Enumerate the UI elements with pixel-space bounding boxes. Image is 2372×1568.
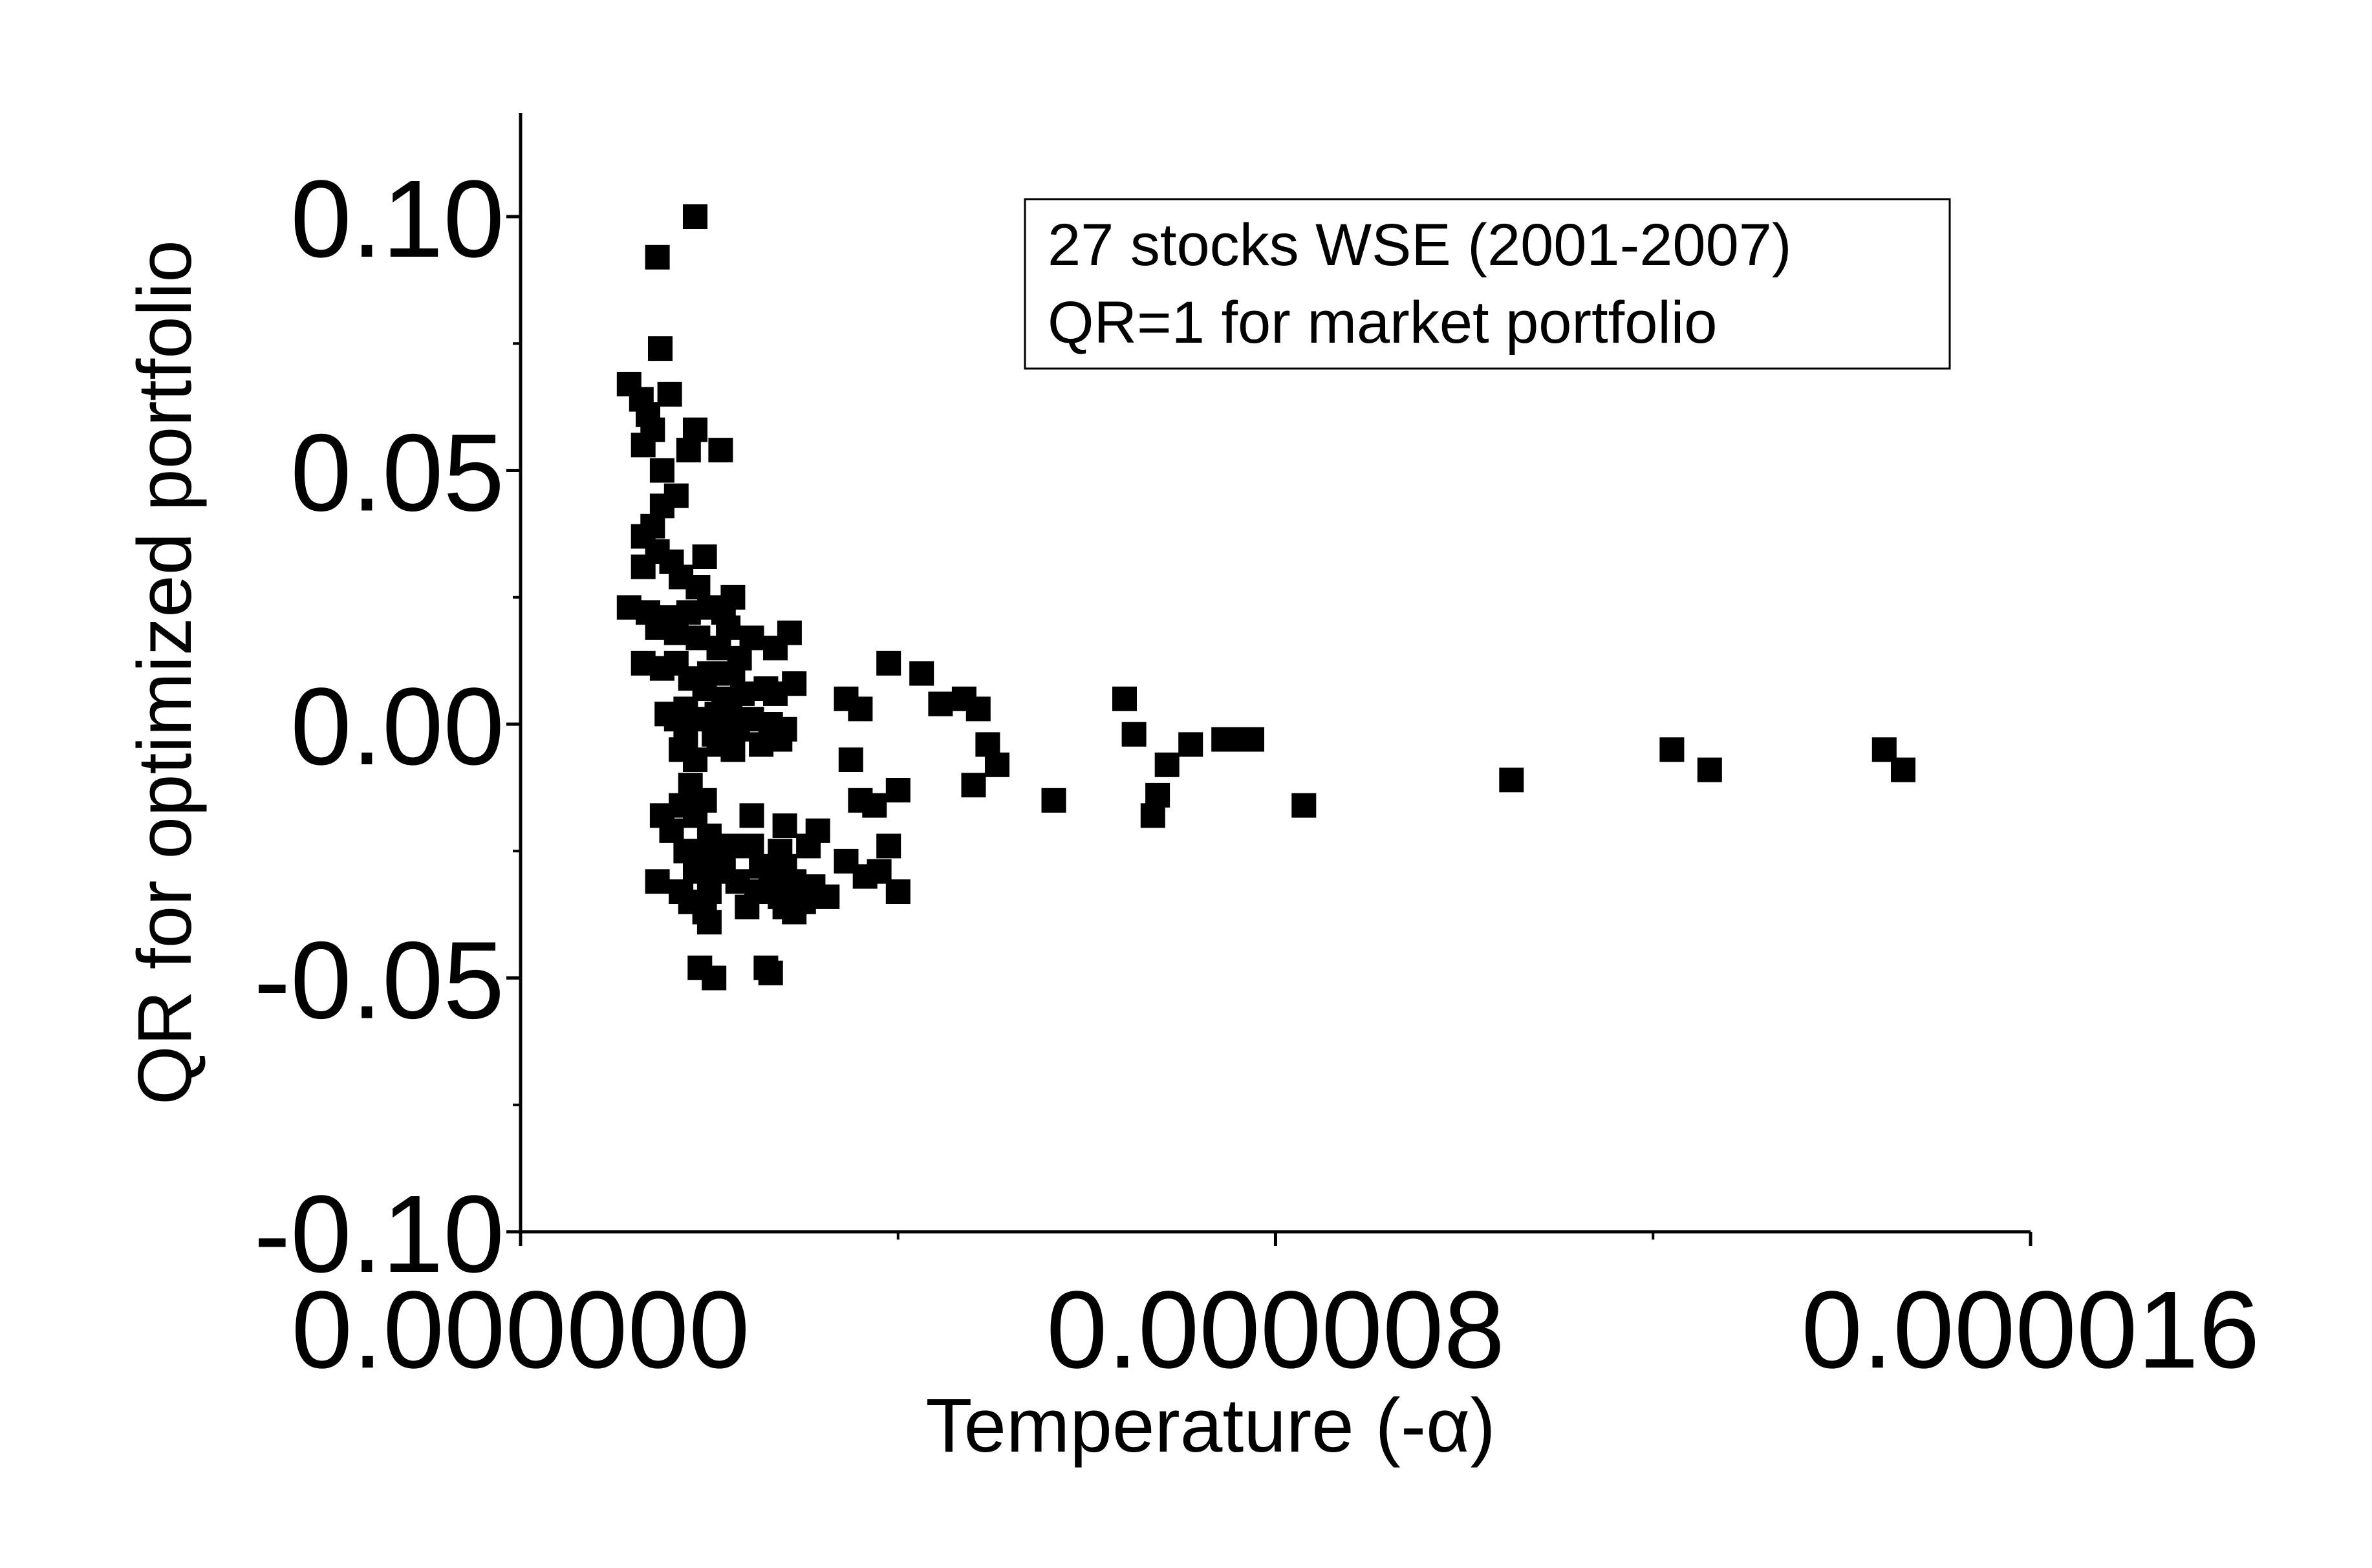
data-point: [768, 727, 793, 752]
data-point: [1291, 793, 1317, 818]
data-point: [702, 965, 727, 991]
data-point: [685, 625, 711, 650]
data-point: [815, 884, 840, 909]
data-point: [796, 833, 821, 859]
y-tick-label: -0.05: [254, 919, 504, 1042]
major-ticks: [506, 215, 2032, 1246]
data-point: [649, 458, 674, 483]
data-point: [838, 747, 863, 772]
data-point: [965, 696, 991, 722]
data-point: [631, 554, 656, 579]
legend-box: 27 stocks WSE (2001-2007) QR=1 for marke…: [1024, 198, 1951, 370]
data-point: [909, 661, 934, 686]
data-point: [885, 879, 911, 904]
data-point: [683, 747, 707, 772]
data-point: [772, 813, 797, 838]
data-point: [1140, 803, 1165, 828]
data-point: [692, 899, 717, 925]
data-point: [862, 793, 887, 818]
data-point: [1121, 722, 1147, 747]
data-point: [1178, 732, 1203, 757]
data-point: [645, 869, 670, 894]
data-point: [1240, 727, 1264, 752]
data-point: [758, 960, 783, 985]
data-point: [739, 803, 764, 828]
legend-line-2: QR=1 for market portfolio: [1048, 290, 1717, 356]
data-point: [735, 894, 760, 919]
data-point: [663, 620, 689, 645]
data-point: [763, 681, 788, 706]
y-tick-label: -0.10: [254, 1173, 504, 1296]
data-point: [1697, 757, 1722, 782]
data-point: [645, 244, 670, 270]
data-point: [720, 737, 746, 762]
data-point: [683, 204, 707, 229]
data-point: [1154, 752, 1180, 777]
data-point: [648, 336, 673, 361]
data-point: [631, 433, 656, 458]
data-point: [928, 691, 953, 716]
x-axis-title: Temperature (-α): [925, 1383, 1495, 1468]
data-point: [708, 438, 733, 463]
x-tick-label: 0.000008: [1046, 1269, 1505, 1391]
data-point: [1499, 768, 1524, 793]
y-tick-labels: 0.10 0.05 0.00 -0.05 -0.10: [254, 158, 504, 1296]
data-point: [885, 778, 911, 802]
data-point: [1112, 686, 1137, 711]
data-point: [706, 636, 731, 661]
data-point: [961, 773, 986, 798]
y-tick-label: 0.10: [290, 158, 504, 281]
y-axis-title: QR for optimized portfolio: [122, 240, 208, 1105]
data-point: [1659, 737, 1685, 762]
data-point: [1891, 757, 1915, 782]
x-tick-label: 0.000016: [1801, 1269, 2259, 1391]
x-tick-labels: 0.000000 0.000008 0.000016: [291, 1269, 2259, 1391]
y-tick-label: 0.00: [290, 665, 504, 788]
legend-line-1: 27 stocks WSE (2001-2007): [1048, 212, 1792, 278]
data-point: [876, 650, 901, 676]
data-point: [692, 544, 717, 569]
data-point: [782, 899, 807, 925]
y-tick-label: 0.05: [290, 412, 504, 535]
data-point: [676, 438, 701, 463]
data-point: [1041, 788, 1066, 813]
data-point: [876, 833, 901, 859]
data-point: [763, 636, 788, 661]
data-point: [657, 381, 682, 407]
data-point: [848, 696, 873, 722]
data-points: [616, 204, 1915, 991]
data-point: [985, 752, 1009, 777]
x-tick-label: 0.000000: [291, 1269, 749, 1391]
